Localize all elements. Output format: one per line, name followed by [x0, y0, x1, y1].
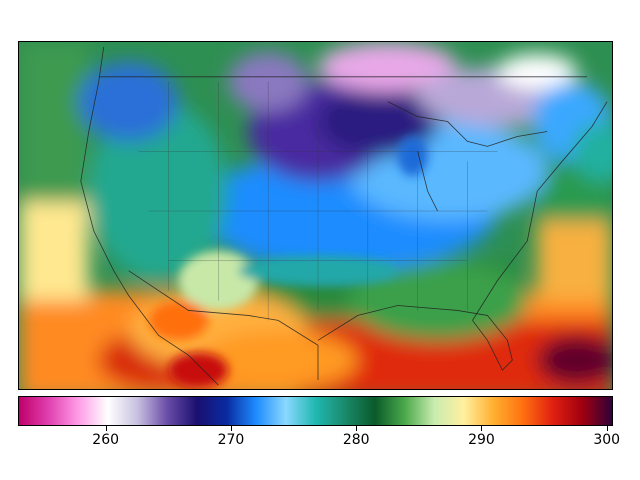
colorbar-tick [481, 426, 483, 431]
colorbar-tick-label: 260 [92, 432, 120, 448]
temperature-map [18, 41, 613, 390]
colorbar-tick [230, 426, 232, 431]
map-image [19, 42, 612, 389]
colorbar-tick [105, 426, 107, 431]
state-lines [138, 81, 498, 321]
colorbar-tick [356, 426, 358, 431]
colorbar-tick-label: 270 [217, 432, 245, 448]
colorbar-tick-label: 300 [593, 432, 621, 448]
colorbar-tick-label: 280 [342, 432, 370, 448]
boundaries [80, 46, 608, 386]
colorbar-tick [606, 426, 608, 431]
colorbar-tick-label: 290 [468, 432, 495, 448]
colorbar [18, 396, 613, 426]
